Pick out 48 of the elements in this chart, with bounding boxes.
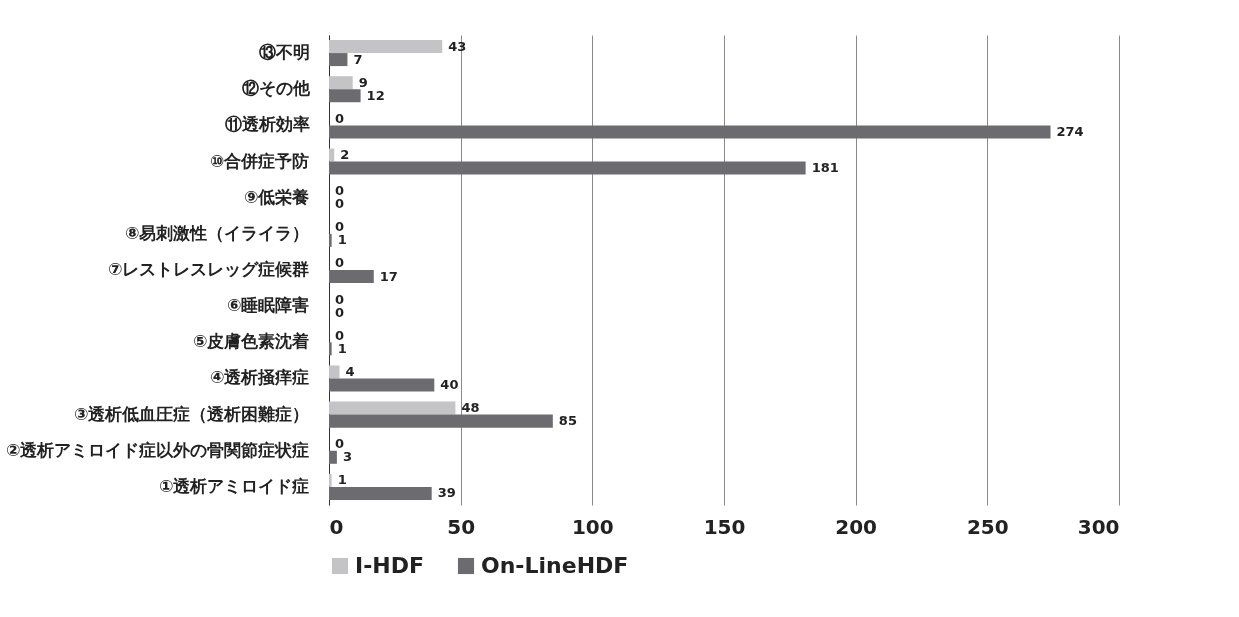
y-tick-label: ①透析アミロイド症 <box>159 475 310 496</box>
data-label: 4 <box>345 363 355 379</box>
x-tick-label: 100 <box>571 514 614 539</box>
x-tick-label: 200 <box>835 514 878 539</box>
x-tick-label: 150 <box>703 514 746 539</box>
data-label: 0 <box>335 327 345 343</box>
data-label: 0 <box>335 219 345 235</box>
data-label: 40 <box>440 376 459 392</box>
y-tick-label: ⑬不明 <box>258 42 310 63</box>
y-tick-label: ⑥睡眠障害 <box>227 295 310 316</box>
data-label: 2 <box>340 147 350 163</box>
x-tick-label: 0 <box>329 514 344 539</box>
y-tick-label: ④透析掻痒症 <box>210 367 310 388</box>
data-label: 0 <box>335 291 345 307</box>
data-label: 0 <box>335 110 345 126</box>
y-tick-label: ⑫その他 <box>241 78 311 99</box>
data-label: 1 <box>337 340 347 356</box>
data-label: 17 <box>379 268 398 284</box>
y-tick-label: ⑧易刺激性（イライラ） <box>125 222 310 243</box>
data-label: 43 <box>448 38 467 54</box>
data-label: 48 <box>461 400 480 416</box>
y-tick-label: ⑪透析効率 <box>224 114 310 135</box>
data-label: 9 <box>358 74 368 90</box>
data-label: 181 <box>811 160 839 176</box>
data-label: 85 <box>558 413 577 429</box>
y-tick-label: ③透析低血圧症（透析困難症） <box>74 403 310 424</box>
data-label: 3 <box>342 449 352 465</box>
y-tick-label: ⑨低栄養 <box>244 186 310 207</box>
legend-label: I-HDF <box>355 553 425 578</box>
data-label: 0 <box>335 304 345 320</box>
x-tick-label: 50 <box>447 514 476 539</box>
data-label: 1 <box>337 232 347 248</box>
data-label: 1 <box>337 472 347 488</box>
y-tick-label: ⑩合併症予防 <box>210 150 310 171</box>
data-label: 0 <box>335 196 345 212</box>
data-label: 0 <box>335 436 345 452</box>
y-tick-label: ②透析アミロイド症以外の骨関節症状症 <box>6 439 310 460</box>
data-label: 0 <box>335 255 345 271</box>
y-tick-label: ⑤皮膚色素沈着 <box>193 331 310 352</box>
y-tick-label: ⑦レストレスレッグ症候群 <box>108 259 310 279</box>
x-tick-label: 300 <box>1077 514 1120 539</box>
data-label: 0 <box>335 183 345 199</box>
data-label: 7 <box>353 51 363 67</box>
data-label: 39 <box>437 485 456 501</box>
data-label: 12 <box>366 87 385 103</box>
x-tick-label: 250 <box>966 514 1009 539</box>
data-label: 274 <box>1056 123 1084 139</box>
legend-label: On-LineHDF <box>481 553 629 578</box>
